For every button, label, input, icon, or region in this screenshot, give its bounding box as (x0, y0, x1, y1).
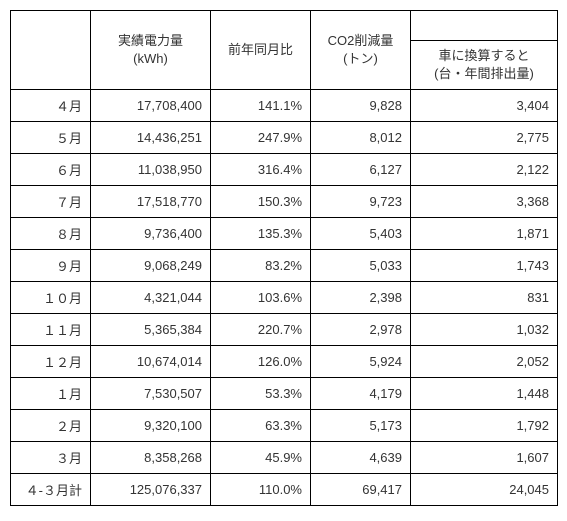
cell-co2: 9,828 (311, 90, 411, 122)
cell-co2: 5,924 (311, 346, 411, 378)
power-data-table: 実績電力量(kWh) 前年同月比 CO2削減量(トン) 車に換算すると(台・年間… (10, 10, 558, 506)
cell-car: 1,792 (411, 410, 558, 442)
header-co2: CO2削減量(トン) (311, 11, 411, 90)
cell-month: １１月 (11, 314, 91, 346)
cell-car: 24,045 (411, 474, 558, 506)
cell-yoy: 53.3% (211, 378, 311, 410)
cell-co2: 2,398 (311, 282, 411, 314)
cell-yoy: 83.2% (211, 250, 311, 282)
cell-month: ３月 (11, 442, 91, 474)
cell-month: ７月 (11, 186, 91, 218)
cell-yoy: 45.9% (211, 442, 311, 474)
cell-co2: 5,033 (311, 250, 411, 282)
header-car-sub: 車に換算すると(台・年間排出量) (411, 41, 558, 90)
cell-yoy: 150.3% (211, 186, 311, 218)
table-header: 実績電力量(kWh) 前年同月比 CO2削減量(トン) 車に換算すると(台・年間… (11, 11, 558, 90)
cell-co2: 8,012 (311, 122, 411, 154)
cell-yoy: 63.3% (211, 410, 311, 442)
table-row: ８月9,736,400135.3%5,4031,871 (11, 218, 558, 250)
cell-month: ２月 (11, 410, 91, 442)
cell-yoy: 316.4% (211, 154, 311, 186)
table-body: ４月17,708,400141.1%9,8283,404５月14,436,251… (11, 90, 558, 506)
table-row: ７月17,518,770150.3%9,7233,368 (11, 186, 558, 218)
cell-co2: 2,978 (311, 314, 411, 346)
cell-yoy: 126.0% (211, 346, 311, 378)
cell-car: 831 (411, 282, 558, 314)
cell-car: 2,052 (411, 346, 558, 378)
header-kwh: 実績電力量(kWh) (91, 11, 211, 90)
table-row: ４月17,708,400141.1%9,8283,404 (11, 90, 558, 122)
cell-car: 1,743 (411, 250, 558, 282)
cell-kwh: 5,365,384 (91, 314, 211, 346)
table-row: １２月10,674,014126.0%5,9242,052 (11, 346, 558, 378)
header-car-top (411, 11, 558, 41)
cell-co2: 4,639 (311, 442, 411, 474)
table-row: １月7,530,50753.3%4,1791,448 (11, 378, 558, 410)
table-row: ４-３月計125,076,337110.0%69,41724,045 (11, 474, 558, 506)
cell-yoy: 141.1% (211, 90, 311, 122)
cell-kwh: 17,518,770 (91, 186, 211, 218)
cell-car: 2,122 (411, 154, 558, 186)
cell-car: 3,404 (411, 90, 558, 122)
cell-kwh: 8,358,268 (91, 442, 211, 474)
cell-kwh: 9,068,249 (91, 250, 211, 282)
cell-kwh: 125,076,337 (91, 474, 211, 506)
table-row: ６月11,038,950316.4%6,1272,122 (11, 154, 558, 186)
cell-month: １月 (11, 378, 91, 410)
cell-month: ６月 (11, 154, 91, 186)
cell-kwh: 4,321,044 (91, 282, 211, 314)
cell-month: ８月 (11, 218, 91, 250)
cell-car: 1,448 (411, 378, 558, 410)
table-row: １０月4,321,044103.6%2,398831 (11, 282, 558, 314)
header-row-1: 実績電力量(kWh) 前年同月比 CO2削減量(トン) (11, 11, 558, 41)
cell-kwh: 9,736,400 (91, 218, 211, 250)
cell-kwh: 11,038,950 (91, 154, 211, 186)
cell-yoy: 220.7% (211, 314, 311, 346)
cell-kwh: 17,708,400 (91, 90, 211, 122)
cell-co2: 4,179 (311, 378, 411, 410)
cell-co2: 5,173 (311, 410, 411, 442)
cell-yoy: 103.6% (211, 282, 311, 314)
header-yoy: 前年同月比 (211, 11, 311, 90)
cell-month: ４-３月計 (11, 474, 91, 506)
cell-yoy: 135.3% (211, 218, 311, 250)
cell-car: 2,775 (411, 122, 558, 154)
cell-co2: 69,417 (311, 474, 411, 506)
cell-month: １２月 (11, 346, 91, 378)
cell-car: 1,032 (411, 314, 558, 346)
cell-co2: 9,723 (311, 186, 411, 218)
cell-car: 3,368 (411, 186, 558, 218)
table-row: ９月9,068,24983.2%5,0331,743 (11, 250, 558, 282)
cell-yoy: 247.9% (211, 122, 311, 154)
table-row: ５月14,436,251247.9%8,0122,775 (11, 122, 558, 154)
table-row: １１月5,365,384220.7%2,9781,032 (11, 314, 558, 346)
cell-month: ９月 (11, 250, 91, 282)
cell-co2: 5,403 (311, 218, 411, 250)
cell-co2: 6,127 (311, 154, 411, 186)
cell-month: ４月 (11, 90, 91, 122)
cell-car: 1,871 (411, 218, 558, 250)
cell-kwh: 7,530,507 (91, 378, 211, 410)
table-row: ２月9,320,10063.3%5,1731,792 (11, 410, 558, 442)
cell-month: ５月 (11, 122, 91, 154)
cell-yoy: 110.0% (211, 474, 311, 506)
cell-kwh: 14,436,251 (91, 122, 211, 154)
header-month (11, 11, 91, 90)
cell-kwh: 9,320,100 (91, 410, 211, 442)
cell-kwh: 10,674,014 (91, 346, 211, 378)
cell-car: 1,607 (411, 442, 558, 474)
table-row: ３月8,358,26845.9%4,6391,607 (11, 442, 558, 474)
cell-month: １０月 (11, 282, 91, 314)
